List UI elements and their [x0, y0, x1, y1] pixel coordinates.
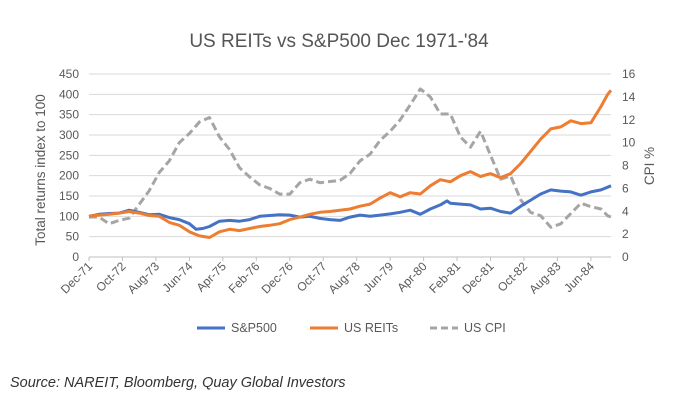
x-axis-tick-label: Aug-73: [125, 259, 162, 296]
right-axis-tick-label: 12: [622, 113, 636, 127]
x-axis-tick-label: Apr-75: [194, 259, 230, 295]
x-axis-tick-label: Jun-79: [360, 259, 396, 295]
legend: S&P500 US REITs US CPI: [197, 321, 506, 335]
left-axis-tick-label: 350: [59, 108, 79, 122]
right-axis-tick-label: 2: [622, 227, 629, 241]
source-note: Source: NAREIT, Bloomberg, Quay Global I…: [10, 375, 346, 391]
x-axis-tick-labels: Dec-71Oct-72Aug-73Jun-74Apr-75Feb-76Dec-…: [58, 257, 597, 296]
x-axis-tick-label: Jun-84: [561, 259, 597, 295]
chart: US REITs vs S&P500 Dec 1971-'84 05010015…: [33, 31, 657, 335]
left-axis-tick-label: 100: [59, 209, 79, 223]
right-axis-tick-label: 8: [622, 159, 629, 173]
series-lines: [88, 87, 613, 239]
chart-title: US REITs vs S&P500 Dec 1971-'84: [189, 31, 489, 52]
right-axis-tick-label: 0: [622, 250, 629, 264]
y-axis-right-label: CPI %: [642, 147, 657, 185]
series-line-s-p500: [88, 184, 612, 231]
right-axis-tick-label: 16: [622, 67, 636, 81]
left-axis-tick-label: 450: [59, 67, 79, 81]
legend-label-us-reits: US REITs: [344, 321, 398, 335]
x-axis-tick-label: Feb-76: [226, 259, 263, 296]
left-axis-tick-label: 50: [66, 230, 80, 244]
left-axis-tick-label: 400: [59, 87, 79, 101]
right-axis-tick-label: 6: [622, 181, 629, 195]
x-axis-tick-label: Apr-80: [394, 259, 430, 295]
x-axis-tick-label: Aug-83: [526, 259, 563, 296]
x-axis-tick-label: Oct-77: [294, 259, 330, 295]
left-axis-tick-label: 300: [59, 128, 79, 142]
x-axis-tick-label: Dec-81: [459, 259, 496, 296]
x-axis-tick-label: Oct-82: [495, 259, 531, 295]
right-axis-tick-labels: 0 2 4 6 8 10 12 14 16: [622, 67, 636, 264]
x-axis-tick-label: Jun-74: [160, 259, 196, 295]
x-axis-tick-label: Aug-78: [326, 259, 363, 296]
x-axis-tick-label: Dec-76: [259, 259, 296, 296]
left-axis-tick-label: 0: [72, 250, 79, 264]
right-axis-tick-label: 4: [622, 204, 629, 218]
series-line-us-cpi: [89, 87, 612, 229]
legend-label-us-cpi: US CPI: [464, 321, 506, 335]
x-axis-tick-label: Dec-71: [58, 259, 95, 296]
x-axis-tick-label: Oct-72: [93, 259, 129, 295]
series-line-us-reits: [88, 89, 613, 239]
left-axis-tick-labels: 0 50 100 150 200 250 300 350 400 450: [59, 67, 79, 264]
grid-lines: [89, 73, 611, 258]
y-axis-label: Total returns index to 100: [33, 94, 48, 246]
right-axis-tick-label: 10: [622, 136, 636, 150]
legend-label-s-p500: S&P500: [231, 321, 277, 335]
x-axis-tick-label: Feb-81: [426, 259, 463, 296]
left-axis-tick-label: 150: [59, 189, 79, 203]
left-axis-tick-label: 250: [59, 148, 79, 162]
left-axis-tick-label: 200: [59, 169, 79, 183]
right-axis-tick-label: 14: [622, 90, 636, 104]
